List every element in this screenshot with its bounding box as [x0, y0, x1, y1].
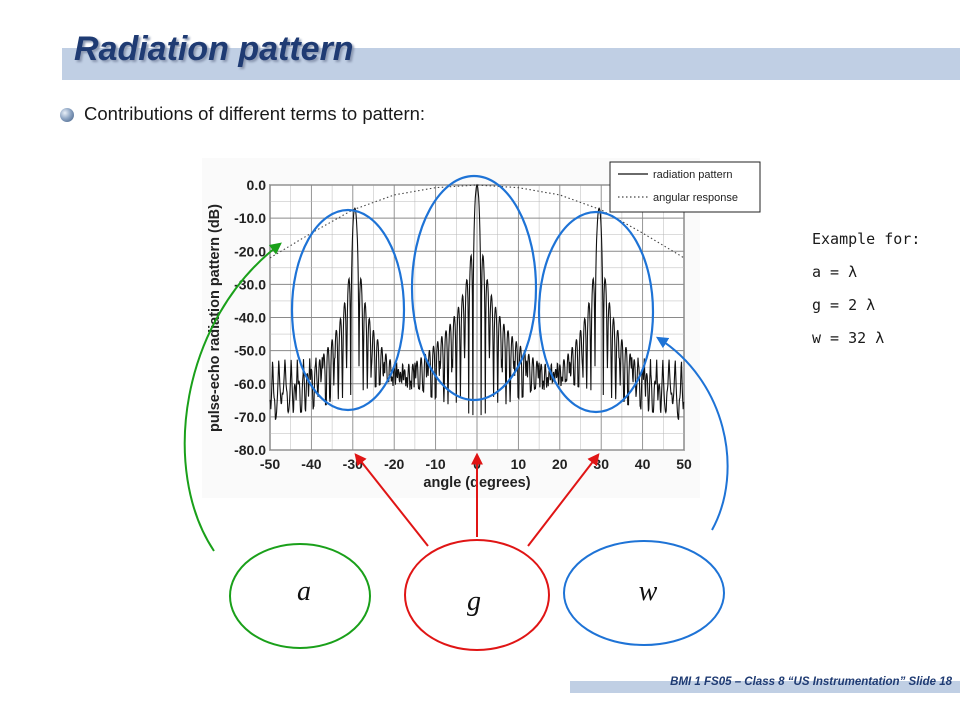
title-bar	[62, 48, 960, 80]
example-notes: Example for: a = λ g = 2 λ w = 32 λ	[812, 230, 922, 362]
x-tick-label: -50	[260, 456, 280, 472]
y-tick-label: 0.0	[247, 177, 267, 193]
lobe-highlight-center	[410, 174, 538, 402]
bullet-icon	[60, 108, 74, 122]
notes-heading: Example for:	[812, 230, 921, 248]
note-a: a = λ	[812, 263, 858, 281]
grid	[269, 184, 685, 451]
legend-radiation-pattern: radiation pattern	[653, 169, 733, 181]
y-tick-label: -70.0	[234, 409, 266, 425]
bullet-text: Contributions of different terms to patt…	[84, 103, 426, 124]
note-g: g = 2 λ	[812, 296, 876, 314]
term-a-ellipse	[229, 543, 371, 649]
x-tick-label: -20	[384, 456, 404, 472]
footer-bar	[570, 681, 960, 693]
arrow-blue	[655, 336, 729, 531]
slide-footer: BMI 1 FS05 – Class 8 “US Instrumentation…	[670, 676, 952, 688]
term-w-label: w	[639, 576, 658, 607]
x-tick-label: -30	[343, 456, 363, 472]
y-tick-label: -60.0	[234, 376, 266, 392]
term-g-label: g	[467, 586, 481, 617]
legend: radiation pattern angular response	[609, 161, 761, 213]
slide-title: Radiation pattern	[74, 30, 354, 68]
y-tick-label: -50.0	[234, 343, 266, 359]
arrow-green	[183, 242, 282, 552]
y-tick-label: -40.0	[234, 310, 266, 326]
x-tick-label: 20	[552, 456, 568, 472]
term-w-ellipse	[563, 540, 725, 646]
x-tick-label: 50	[676, 456, 692, 472]
y-tick-label: -80.0	[234, 442, 266, 458]
y-tick-label: -20.0	[234, 243, 266, 259]
arrow-red-left	[354, 453, 429, 547]
x-tick-label: -40	[301, 456, 321, 472]
radiation-pattern-line	[269, 183, 685, 420]
arrow-red-right	[527, 453, 600, 547]
note-w: w = 32 λ	[812, 329, 885, 347]
x-tick-label: -10	[425, 456, 445, 472]
x-tick-label: 40	[635, 456, 651, 472]
y-tick-label: -10.0	[234, 210, 266, 226]
term-g-ellipse	[404, 539, 550, 651]
lobe-highlight-left	[290, 208, 406, 412]
term-a-label: a	[297, 576, 311, 607]
y-tick-labels: 0.0-10.0-20.0-30.0-40.0-50.0-60.0-70.0-8…	[234, 177, 266, 458]
legend-angular-response: angular response	[653, 192, 738, 204]
lobe-highlight-right	[537, 210, 655, 414]
y-axis-label: pulse-echo radiation pattern (dB)	[207, 204, 223, 432]
x-tick-label: 10	[511, 456, 527, 472]
